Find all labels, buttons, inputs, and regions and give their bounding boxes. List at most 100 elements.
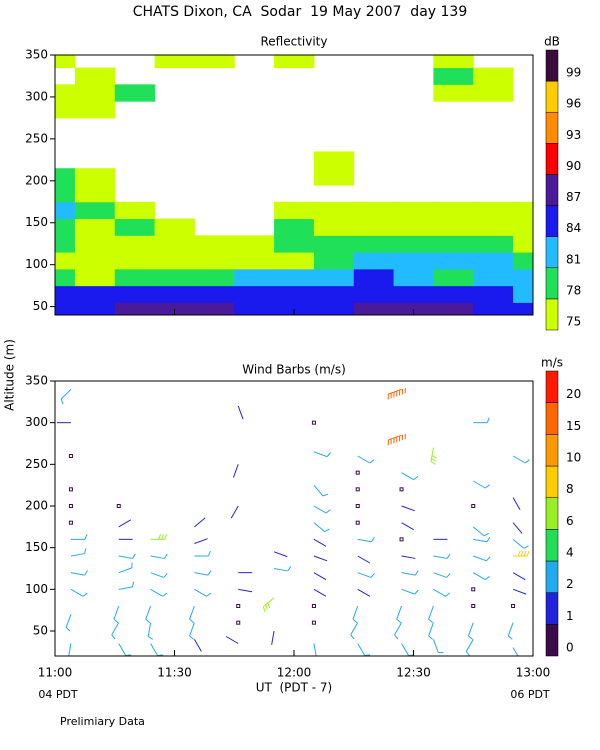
- wind-barb: [70, 588, 88, 597]
- contour-cell: [353, 201, 395, 220]
- contour-cell: [114, 84, 156, 102]
- contour-cell: [433, 84, 474, 102]
- contour-field: [55, 55, 533, 315]
- barb-staff: [428, 622, 434, 636]
- wind-barb: [147, 622, 154, 640]
- panel-title: Reflectivity: [260, 35, 327, 49]
- contour-cell: [154, 302, 195, 315]
- contour-cell: [313, 151, 355, 169]
- colorbar-swatch: [545, 49, 559, 82]
- barb-tick: [370, 573, 375, 578]
- barb-staff: [401, 588, 415, 595]
- barb-staff: [194, 588, 207, 597]
- barb-staff: [357, 455, 371, 464]
- barb-tick: [189, 618, 194, 624]
- barb-staff: [396, 605, 403, 620]
- barb-tick: [394, 634, 399, 640]
- barb-tick: [262, 606, 266, 612]
- contour-cell: [353, 235, 395, 253]
- y-tick-label: 300: [25, 415, 48, 429]
- contour-cell: [114, 235, 156, 253]
- wind-barb: [150, 572, 168, 578]
- barb-staff: [473, 480, 486, 489]
- calm-marker: [311, 420, 316, 425]
- colorbar-tick-label: 0: [566, 641, 574, 655]
- wind-barb: [236, 604, 241, 608]
- barb-field: [56, 387, 530, 658]
- wind-barb: [352, 605, 359, 624]
- wind-barb: [313, 522, 330, 533]
- y-tick-label: 200: [25, 173, 48, 187]
- contour-cell: [55, 168, 76, 186]
- contour-cell: [313, 235, 355, 253]
- barb-staff: [313, 484, 324, 497]
- contour-cell: [353, 268, 395, 287]
- barb-staff: [467, 622, 474, 636]
- wind-barb: [512, 497, 521, 511]
- colorbar-swatch: [545, 434, 559, 467]
- barb-tick: [145, 618, 151, 624]
- y-tick-label: 50: [33, 624, 48, 638]
- barb-staff: [357, 555, 371, 564]
- y-tick-label: 300: [25, 89, 48, 103]
- wind-barb: [507, 622, 514, 640]
- barb-staff: [432, 639, 439, 653]
- barb-staff: [70, 588, 84, 597]
- barb-tick: [517, 550, 521, 557]
- wind-barb: [230, 505, 239, 519]
- wind-barb: [473, 555, 491, 562]
- contour-cell: [55, 235, 76, 253]
- contour-cell: [313, 201, 355, 220]
- barb-tick: [446, 553, 451, 559]
- barb-staff: [512, 522, 523, 534]
- barb-tick: [316, 657, 321, 658]
- contour-cell: [194, 252, 235, 270]
- calm-marker: [471, 504, 476, 508]
- colorbar-tick-label: 99: [566, 66, 581, 80]
- barb-staff: [472, 526, 485, 537]
- contour-cell: [313, 218, 355, 236]
- barb-tick: [125, 654, 132, 656]
- wind-barb: [237, 405, 244, 420]
- wind-barb: [513, 550, 530, 557]
- contour-cell: [74, 67, 116, 85]
- contour-cell: [353, 285, 395, 303]
- x-axis-label: UT (PDT - 7): [256, 681, 333, 695]
- barb-tick: [524, 459, 530, 464]
- contour-cell: [74, 252, 116, 270]
- wind-barb: [238, 588, 253, 593]
- barb-staff: [352, 605, 359, 620]
- contour-cell: [433, 67, 474, 85]
- barb-staff: [225, 636, 239, 644]
- barb-tick: [287, 566, 292, 572]
- wind-barb: [194, 538, 208, 544]
- contour-cell: [55, 252, 76, 270]
- barb-tick: [267, 602, 271, 609]
- barb-tick: [265, 604, 268, 611]
- contour-cell: [234, 252, 275, 270]
- contour-cell: [55, 302, 76, 315]
- wind-barb: [65, 614, 72, 632]
- colorbar-swatch: [545, 111, 559, 144]
- barb-tick: [132, 581, 135, 588]
- wind-barb: [262, 597, 275, 612]
- barb-staff: [194, 538, 208, 544]
- wind-barb: [118, 553, 136, 559]
- barb-tick: [352, 618, 358, 624]
- barb-staff: [473, 538, 488, 543]
- colorbar-label: m/s: [541, 356, 563, 370]
- barb-tick: [326, 452, 332, 457]
- wind-barb: [118, 562, 133, 574]
- barb-staff: [65, 614, 72, 628]
- wind-barb: [512, 647, 519, 656]
- barb-tick: [523, 550, 527, 557]
- contour-cell: [513, 235, 533, 253]
- contour-cell: [154, 55, 195, 69]
- barb-tick: [486, 417, 490, 423]
- barb-staff: [401, 643, 409, 656]
- wind-barb: [387, 387, 406, 400]
- wind-barb: [150, 643, 164, 656]
- contour-cell: [433, 201, 474, 220]
- wind-barb: [313, 538, 327, 547]
- barb-staff: [147, 622, 152, 637]
